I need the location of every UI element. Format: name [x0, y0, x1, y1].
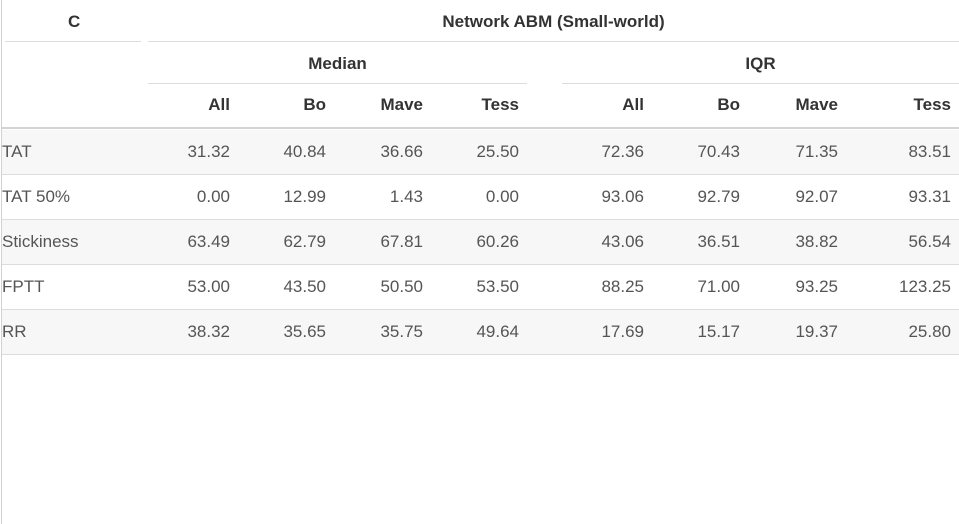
table-cell: 17.69 [519, 309, 644, 355]
table-cell: 92.07 [740, 174, 838, 220]
column-header: Mave [380, 95, 423, 114]
table-cell: 67.81 [326, 219, 423, 265]
table-cell: 70.43 [644, 130, 740, 175]
row-label: Stickiness [2, 219, 148, 265]
table-cell: 83.51 [838, 130, 959, 175]
table-cell: 53.00 [148, 264, 230, 310]
row-label: FPTT [2, 264, 148, 310]
column-header: All [622, 95, 644, 114]
table-cell: 35.65 [230, 309, 326, 355]
table-cell: 43.50 [230, 264, 326, 310]
table-row: TAT 50% 0.00 12.99 1.43 0.00 93.06 92.79… [2, 174, 959, 220]
row-label: TAT [2, 130, 148, 175]
table-title-underline [148, 41, 959, 42]
panel-label: C [68, 12, 81, 31]
table-cell: 93.06 [519, 174, 644, 220]
table-row: Stickiness 63.49 62.79 67.81 60.26 43.06… [2, 219, 959, 265]
table-cell: 0.00 [423, 174, 519, 220]
header-divider [2, 127, 959, 129]
column-header: Bo [717, 95, 740, 114]
table-cell: 36.66 [326, 130, 423, 175]
table-cell: 93.25 [740, 264, 838, 310]
group-header-iqr: IQR [745, 54, 776, 73]
table-cell: 31.32 [148, 130, 230, 175]
table-cell: 72.36 [519, 130, 644, 175]
table-cell: 35.75 [326, 309, 423, 355]
table-cell: 25.50 [423, 130, 519, 175]
table-cell: 92.79 [644, 174, 740, 220]
column-header: Bo [303, 95, 326, 114]
column-header: Mave [795, 95, 838, 114]
table-row: TAT 31.32 40.84 36.66 25.50 72.36 70.43 … [2, 130, 959, 175]
row-label: RR [2, 309, 148, 355]
row-label: TAT 50% [2, 174, 148, 220]
table-row: FPTT 53.00 43.50 50.50 53.50 88.25 71.00… [2, 264, 959, 310]
table-cell: 36.51 [644, 219, 740, 265]
table-cell: 1.43 [326, 174, 423, 220]
table-title: Network ABM (Small-world) [442, 12, 665, 31]
group-header-median: Median [308, 54, 367, 73]
table-cell: 60.26 [423, 219, 519, 265]
group-header-median-underline [148, 83, 527, 84]
table-cell: 49.64 [423, 309, 519, 355]
table-cell: 93.31 [838, 174, 959, 220]
table-cell: 50.50 [326, 264, 423, 310]
table-cell: 62.79 [230, 219, 326, 265]
group-header-iqr-underline [562, 83, 959, 84]
table-cell: 88.25 [519, 264, 644, 310]
left-border [1, 0, 2, 524]
table-cell: 56.54 [838, 219, 959, 265]
table-cell: 53.50 [423, 264, 519, 310]
table-cell: 123.25 [838, 264, 959, 310]
table-cell: 71.00 [644, 264, 740, 310]
table-cell: 12.99 [230, 174, 326, 220]
data-table: TAT 31.32 40.84 36.66 25.50 72.36 70.43 … [2, 130, 959, 355]
column-header: All [208, 95, 230, 114]
table-cell: 63.49 [148, 219, 230, 265]
table-cell: 43.06 [519, 219, 644, 265]
column-header: Tess [913, 95, 952, 114]
table-cell: 0.00 [148, 174, 230, 220]
table-cell: 71.35 [740, 130, 838, 175]
column-header: Tess [481, 95, 520, 114]
panel-label-underline [5, 41, 141, 42]
table-cell: 25.80 [838, 309, 959, 355]
table-cell: 38.32 [148, 309, 230, 355]
table-cell: 15.17 [644, 309, 740, 355]
table-cell: 19.37 [740, 309, 838, 355]
table-row: RR 38.32 35.65 35.75 49.64 17.69 15.17 1… [2, 309, 959, 355]
table-cell: 40.84 [230, 130, 326, 175]
table-cell: 38.82 [740, 219, 838, 265]
